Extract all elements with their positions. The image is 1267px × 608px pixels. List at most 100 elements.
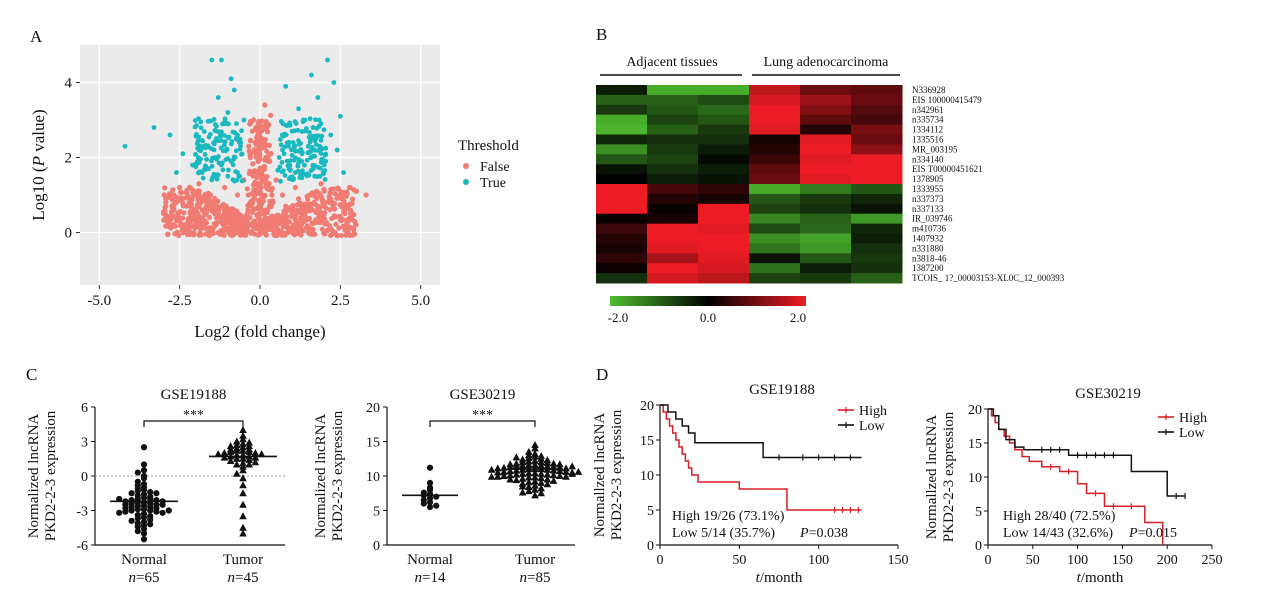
dot-plot-point xyxy=(153,490,160,497)
heatmap-cell xyxy=(647,144,699,155)
volcano-y-axis-label: Log10 (P value) xyxy=(29,109,48,220)
volcano-point-true xyxy=(219,57,224,63)
dot-plot-point xyxy=(239,446,247,454)
dot-plot-point xyxy=(518,474,527,482)
volcano-point-false xyxy=(302,207,308,213)
dot-plot-point xyxy=(506,467,514,475)
dot-plot-point xyxy=(494,464,502,472)
volcano-point-true xyxy=(319,133,325,139)
dot-plot-point xyxy=(537,469,545,477)
volcano-point-false xyxy=(251,187,257,193)
survival-y-label-line2: PKD2-2-3 expression xyxy=(609,409,625,540)
heatmap-row-label: TCOIS_ 1?_00003153-XL0C_12_000393 xyxy=(912,273,1065,283)
dot-plot-point xyxy=(537,478,545,486)
heatmap-cell xyxy=(647,174,699,185)
volcano-point-false xyxy=(163,199,169,206)
survival-y-tick-label: 10 xyxy=(968,471,982,486)
volcano-point-true xyxy=(226,121,231,127)
survival-x-tick-label: 0 xyxy=(657,553,664,568)
volcano-point-false xyxy=(256,150,263,156)
heatmap-cell xyxy=(749,154,801,165)
dot-plot-n-symbol: n xyxy=(228,570,236,586)
volcano-point-false xyxy=(178,195,184,201)
volcano-point-false xyxy=(266,180,272,187)
survival-p-value: P=0.038 xyxy=(799,526,848,541)
volcano-point-false xyxy=(208,203,214,209)
dot-plot-point xyxy=(140,486,148,493)
volcano-point-true xyxy=(235,170,240,175)
dot-plot-point xyxy=(140,461,148,468)
volcano-point-true xyxy=(190,162,195,168)
dot-plot-point xyxy=(226,442,235,450)
dot-plot-point xyxy=(147,507,154,514)
survival-legend-label: High xyxy=(1179,411,1207,426)
volcano-point-true xyxy=(201,129,207,134)
volcano-point-true xyxy=(289,128,295,134)
volcano-point-true xyxy=(295,161,301,166)
volcano-point-false xyxy=(264,148,270,155)
heatmap-cell xyxy=(800,273,852,284)
volcano-point-true xyxy=(321,162,327,168)
volcano-point-false xyxy=(229,232,235,239)
volcano-point-false xyxy=(274,232,280,238)
volcano-point-false xyxy=(271,221,277,227)
legend-title: Threshold xyxy=(458,138,519,154)
dot-plot-point xyxy=(549,471,558,479)
volcano-point-false xyxy=(308,230,314,237)
volcano-point-true xyxy=(290,140,296,145)
volcano-point-true xyxy=(174,170,179,175)
significance-bracket xyxy=(143,420,244,427)
dot-plot-y-label-line2: PKD2-2-3 expression xyxy=(43,410,59,541)
dot-plot-point xyxy=(543,470,552,478)
dot-plot-point xyxy=(140,536,148,543)
heatmap-cell xyxy=(800,114,852,126)
volcano-point-false xyxy=(331,201,338,207)
volcano-point-true xyxy=(223,148,229,154)
survival-y-tick-label: 0 xyxy=(647,539,654,554)
volcano-point-true xyxy=(312,153,318,159)
dot-plot-point xyxy=(245,460,253,468)
volcano-point-true xyxy=(230,162,236,168)
volcano-point-false xyxy=(301,201,308,207)
dot-plot-point xyxy=(128,507,135,514)
survival-y-tick-label: 20 xyxy=(640,399,654,414)
heatmap-cell xyxy=(800,193,852,205)
volcano-point-true xyxy=(197,143,203,149)
volcano-point-true xyxy=(210,174,216,180)
heatmap-cell xyxy=(800,164,852,175)
survival-y-tick-label: 15 xyxy=(968,437,982,452)
heatmap-cell xyxy=(800,243,852,254)
volcano-point-false xyxy=(191,207,197,213)
volcano-point-false xyxy=(205,206,211,213)
dot-plot-point xyxy=(134,528,141,535)
dot-plot-title: GSE30219 xyxy=(450,387,516,403)
volcano-point-false xyxy=(169,197,176,203)
dot-plot-point xyxy=(562,472,570,480)
heatmap-cell xyxy=(749,164,801,175)
volcano-point-false xyxy=(186,199,192,206)
heatmap-cell xyxy=(698,174,750,185)
panel-label-a: A xyxy=(30,27,43,46)
volcano-point-false xyxy=(203,220,209,226)
volcano-point-false xyxy=(252,139,258,146)
dot-plot-point xyxy=(140,506,148,513)
dot-plot-point xyxy=(239,481,247,489)
volcano-point-false xyxy=(212,222,218,228)
volcano-point-false xyxy=(212,211,218,217)
dot-plot-n-value: =85 xyxy=(527,570,550,586)
dot-plot-point xyxy=(134,487,141,495)
volcano-point-false xyxy=(363,192,369,198)
dot-plot-point xyxy=(147,516,154,523)
volcano-point-false xyxy=(210,226,216,232)
dot-plot-point xyxy=(525,487,533,495)
volcano-point-false xyxy=(344,225,350,231)
volcano-point-true xyxy=(226,134,232,140)
heatmap-cell xyxy=(596,164,648,175)
volcano-point-false xyxy=(266,142,272,149)
volcano-point-false xyxy=(225,214,231,221)
volcano-point-true xyxy=(203,142,208,148)
volcano-point-true xyxy=(122,143,128,149)
volcano-point-true xyxy=(234,121,239,127)
heatmap-cell xyxy=(596,85,648,96)
heatmap-row-label: m410736 xyxy=(912,224,947,234)
